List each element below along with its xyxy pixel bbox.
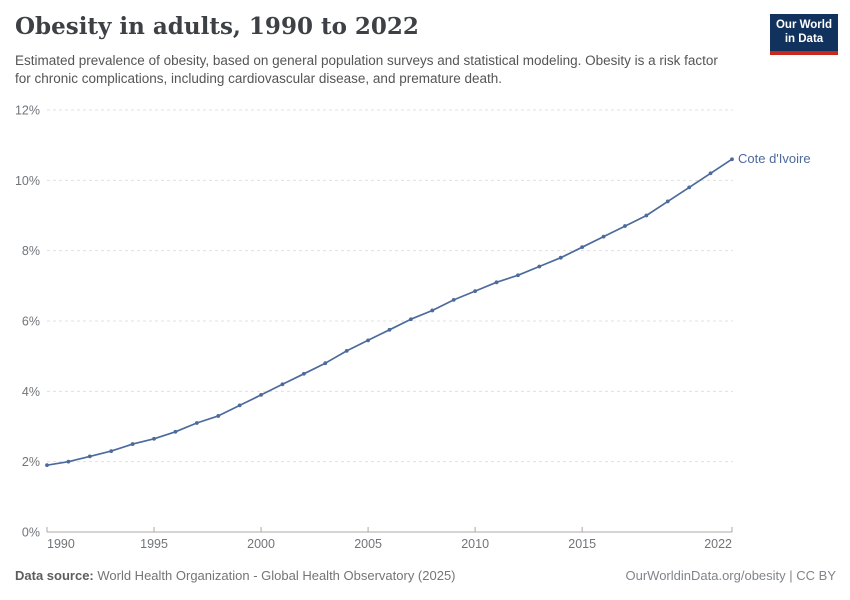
x-tick-label: 1995: [140, 537, 168, 551]
data-point: [216, 414, 221, 418]
data-point: [580, 245, 585, 250]
data-point: [644, 213, 649, 218]
data-point: [173, 429, 178, 434]
owid-logo[interactable]: Our World in Data: [770, 14, 838, 55]
data-point: [66, 459, 71, 464]
y-tick-label: 8%: [22, 244, 40, 258]
y-tick-label: 6%: [22, 315, 40, 329]
data-point: [301, 371, 306, 376]
data-source-note: Data source: World Health Organization -…: [15, 568, 456, 583]
x-tick-label: 2000: [247, 537, 275, 551]
data-point: [366, 338, 370, 343]
data-point: [323, 361, 328, 366]
chart-svg: 0% 2% 4% 6% 8% 10% 12% 1990 1995 2000 2005 2010 2015…: [15, 104, 811, 552]
y-tick-label: 4%: [22, 385, 40, 399]
y-tick-label: 12%: [15, 104, 40, 118]
data-point: [601, 234, 606, 239]
data-point: [558, 255, 563, 260]
data-point: [708, 171, 713, 176]
data-point: [494, 280, 499, 285]
y-tick-label: 10%: [15, 174, 40, 188]
data-point: [130, 442, 135, 446]
data-point: [623, 224, 627, 228]
data-point: [430, 308, 435, 313]
data-point: [387, 327, 392, 332]
data-point: [152, 436, 156, 441]
trend-line: [46, 158, 733, 467]
x-tick-label: 2010: [461, 537, 489, 551]
x-tick-label: 2005: [354, 537, 382, 551]
data-point: [687, 185, 692, 190]
data-point: [45, 463, 49, 468]
y-tick-label: 2%: [22, 455, 40, 469]
data-point: [344, 348, 349, 353]
data-point: [451, 298, 456, 302]
data-point: [237, 403, 242, 408]
line-chart: 0% 2% 4% 6% 8% 10% 12% 1990 1995 2000 2005 2010 2015…: [0, 95, 850, 555]
data-source-label: Data source:: [15, 568, 94, 583]
x-tick-label: 1990: [47, 537, 75, 551]
data-point: [473, 289, 478, 294]
data-point: [537, 264, 542, 269]
data-source-text: World Health Organization - Global Healt…: [93, 568, 456, 583]
data-point: [409, 317, 413, 322]
page-title: Obesity in adults, 1990 to 2022: [15, 13, 419, 40]
data-point: [730, 157, 734, 162]
data-point: [665, 199, 670, 204]
data-point: [516, 273, 520, 278]
data-point: [194, 421, 199, 425]
data-point: [87, 454, 92, 459]
owid-footer-link[interactable]: OurWorldinData.org/obesity | CC BY: [625, 568, 837, 583]
page-subtitle: Estimated prevalence of obesity, based o…: [15, 53, 718, 86]
owid-logo-stripe: [770, 50, 838, 55]
data-point: [109, 449, 114, 454]
x-tick-label: 2022: [704, 537, 732, 551]
data-point: [280, 382, 285, 387]
data-point: [259, 392, 263, 397]
owid-logo-text: Our World in Data: [770, 14, 838, 51]
y-tick-label: 0%: [22, 526, 40, 540]
x-tick-label: 2015: [568, 537, 596, 551]
chart-footer: Data source: World Health Organization -…: [15, 568, 836, 583]
series-label: Cote d'Ivoire: [738, 151, 811, 166]
